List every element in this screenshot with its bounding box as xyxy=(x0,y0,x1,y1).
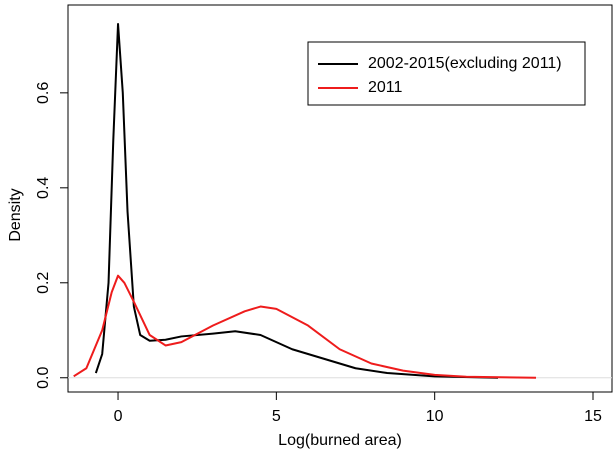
legend-box xyxy=(307,41,586,106)
y-tick-label: 0.6 xyxy=(35,82,52,104)
x-tick-label: 10 xyxy=(426,408,444,425)
x-tick-label: 5 xyxy=(272,408,281,425)
density-line xyxy=(73,274,537,379)
x-axis-label: Log(burned area) xyxy=(278,432,402,449)
legend-label: 2002-2015(excluding 2011) xyxy=(368,55,562,72)
plot-frame xyxy=(67,4,613,393)
density-line xyxy=(94,22,499,379)
x-tick-label: 15 xyxy=(584,408,602,425)
legend-label: 2011 xyxy=(368,79,403,96)
y-axis-label: Density xyxy=(7,188,24,241)
y-tick-label: 0.4 xyxy=(35,177,52,199)
y-tick-label: 0.0 xyxy=(35,367,52,389)
y-tick-label: 0.2 xyxy=(35,272,52,294)
x-tick-label: 0 xyxy=(114,408,123,425)
